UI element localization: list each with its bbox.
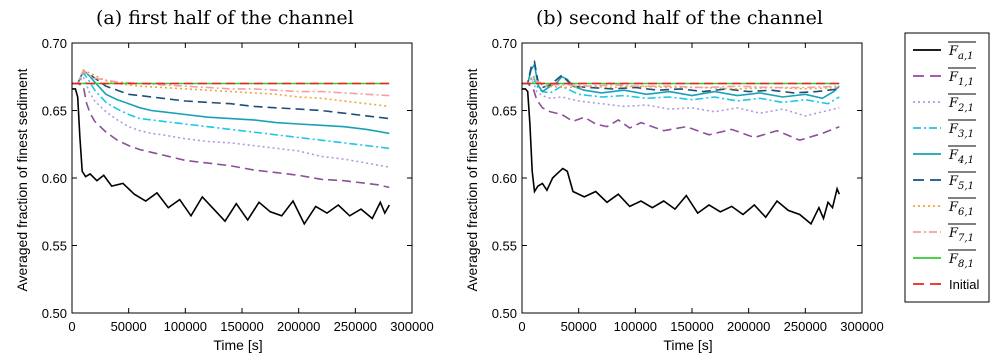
x-tick-label: 250000 (784, 319, 827, 334)
panel-first-half: (a) first half of the channel Averaged f… (14, 7, 434, 353)
legend-label: F8,1 (948, 252, 974, 270)
legend-label: F6,1 (948, 200, 974, 218)
y-tick-label: 0.65 (42, 104, 67, 119)
y-axis-label: Averaged fraction of finest sediment (464, 68, 480, 291)
series-line-1 (522, 82, 840, 142)
series-line-1 (72, 82, 390, 189)
x-tick-label: 300000 (840, 319, 883, 334)
legend-label: F5,1 (948, 174, 974, 192)
x-tick-label: 50000 (561, 319, 597, 334)
series-line-4 (72, 70, 390, 135)
series-line-7 (522, 78, 840, 89)
y-tick-label: 0.55 (492, 239, 517, 254)
legend-frame (904, 32, 990, 303)
series-line-2 (72, 75, 390, 168)
series-line-0 (72, 88, 390, 226)
y-tick-label: 0.50 (42, 306, 67, 321)
series-line-3 (522, 73, 840, 105)
series-line-0 (522, 88, 841, 226)
series-line-3 (72, 71, 390, 150)
y-tick-label: 0.55 (42, 239, 67, 254)
series-line-7 (72, 70, 390, 97)
y-tick-label: 0.60 (492, 171, 517, 186)
chart-title: (a) first half of the channel (96, 7, 354, 29)
x-tick-label: 200000 (727, 319, 770, 334)
x-axis-label: Time [s] (663, 337, 712, 353)
plot-area: 0 50000 100000 150000 200000 250000 300000 0.50… (492, 36, 884, 334)
legend-label: F1,1 (948, 70, 974, 88)
series-line-5 (72, 70, 390, 120)
x-tick-label: 100000 (164, 319, 207, 334)
legend-label: Initial (949, 277, 979, 292)
legend: Fa,1 F1,1 F2,1 F3,1 F4,1 F5,1 F6,1 F7,1 F8,1 Init… (904, 32, 990, 303)
x-tick-label: 150000 (220, 319, 263, 334)
legend-label: F4,1 (948, 148, 974, 166)
y-tick-label: 0.60 (42, 171, 67, 186)
y-tick-label: 0.70 (492, 36, 517, 51)
x-tick-label: 150000 (670, 319, 713, 334)
x-tick-label: 0 (68, 319, 75, 334)
legend-label: F7,1 (948, 226, 974, 244)
series-line-5 (522, 59, 840, 94)
y-tick-label: 0.70 (42, 36, 67, 51)
x-tick-label: 250000 (334, 319, 377, 334)
series-line-6 (522, 75, 840, 90)
x-tick-label: 100000 (614, 319, 657, 334)
y-axis-label: Averaged fraction of finest sediment (14, 68, 30, 291)
chart-title: (b) second half of the channel (536, 7, 823, 29)
x-tick-label: 50000 (111, 319, 147, 334)
x-axis-label: Time [s] (213, 337, 262, 353)
y-tick-label: 0.65 (492, 104, 517, 119)
plot-area: 0 50000 100000 150000 200000 250000 300000 0.50… (42, 36, 434, 334)
x-tick-label: 0 (518, 319, 525, 334)
panel-second-half: (b) second half of the channel Averaged … (464, 7, 884, 353)
legend-label: Fa,1 (948, 44, 974, 62)
legend-label: F2,1 (948, 96, 974, 114)
series-line-4 (522, 62, 840, 100)
series-line-6 (72, 68, 390, 108)
x-tick-label: 300000 (390, 319, 433, 334)
y-tick-label: 0.50 (492, 306, 517, 321)
x-tick-label: 200000 (277, 319, 320, 334)
legend-label: F3,1 (948, 122, 974, 140)
